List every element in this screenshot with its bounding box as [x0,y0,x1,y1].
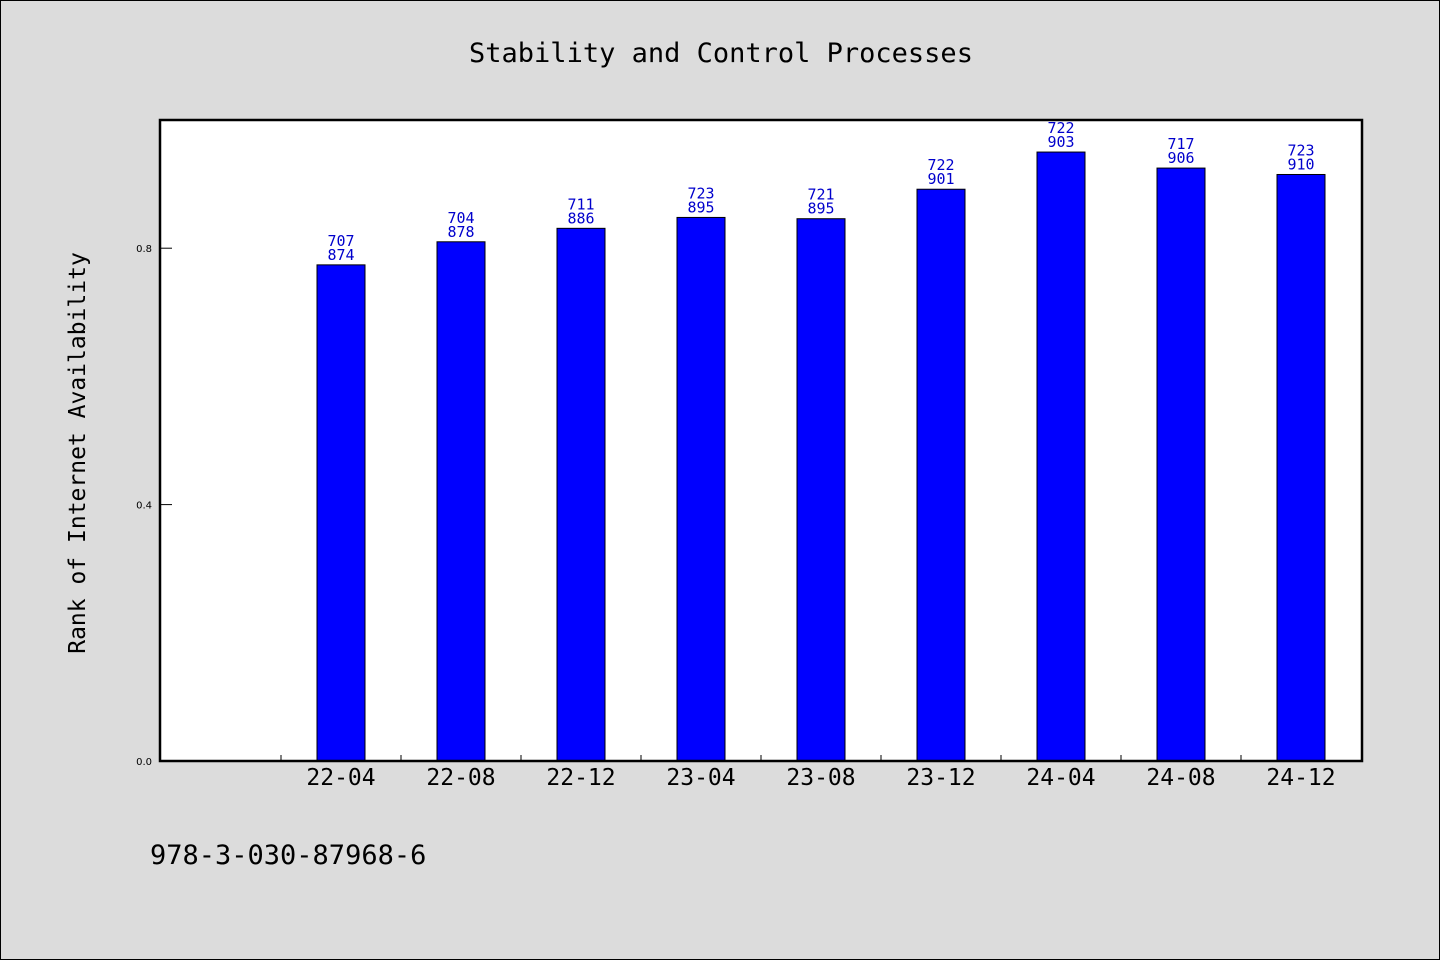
bar-23-04 [677,217,725,761]
x-tick-label-24-12: 24-12 [1266,765,1335,791]
bar-label-bottom-22-08: 878 [447,223,474,241]
x-tick-label-22-08: 22-08 [426,765,495,791]
y-axis-label: Rank of Internet Availability [65,252,91,654]
x-tick-label-23-12: 23-12 [906,765,975,791]
bar-22-04 [317,265,365,761]
chart-title: Stability and Control Processes [469,38,973,69]
x-tick-label-24-08: 24-08 [1146,765,1215,791]
x-tick-label-22-12: 22-12 [546,765,615,791]
y-tick-label-0: 0.0 [136,757,152,768]
bar-24-08 [1157,168,1205,761]
bar-label-bottom-24-08: 906 [1167,149,1194,167]
y-tick-label-1: 0.4 [136,501,152,512]
bar-label-bottom-24-12: 910 [1287,155,1314,173]
bar-24-04 [1037,152,1085,761]
bar-label-bottom-24-04: 903 [1047,133,1074,151]
bars-group [317,152,1325,761]
x-tick-label-22-04: 22-04 [306,765,375,791]
bar-label-bottom-23-08: 895 [807,200,834,218]
bar-label-bottom-22-04: 874 [327,246,354,264]
x-tick-label-23-04: 23-04 [666,765,735,791]
x-tick-label-23-08: 23-08 [786,765,855,791]
bar-label-bottom-23-12: 901 [927,170,954,188]
bar-23-08 [797,219,845,761]
bar-label-bottom-23-04: 895 [687,198,714,216]
bar-22-08 [437,242,485,761]
x-tick-label-24-04: 24-04 [1026,765,1095,791]
bar-label-bottom-22-12: 886 [567,209,594,227]
bar-24-12 [1277,174,1325,761]
y-tick-label-2: 0.8 [136,244,152,255]
bar-22-12 [557,228,605,761]
footer-identifier: 978-3-030-87968-6 [150,840,426,871]
bar-23-12 [917,189,965,761]
